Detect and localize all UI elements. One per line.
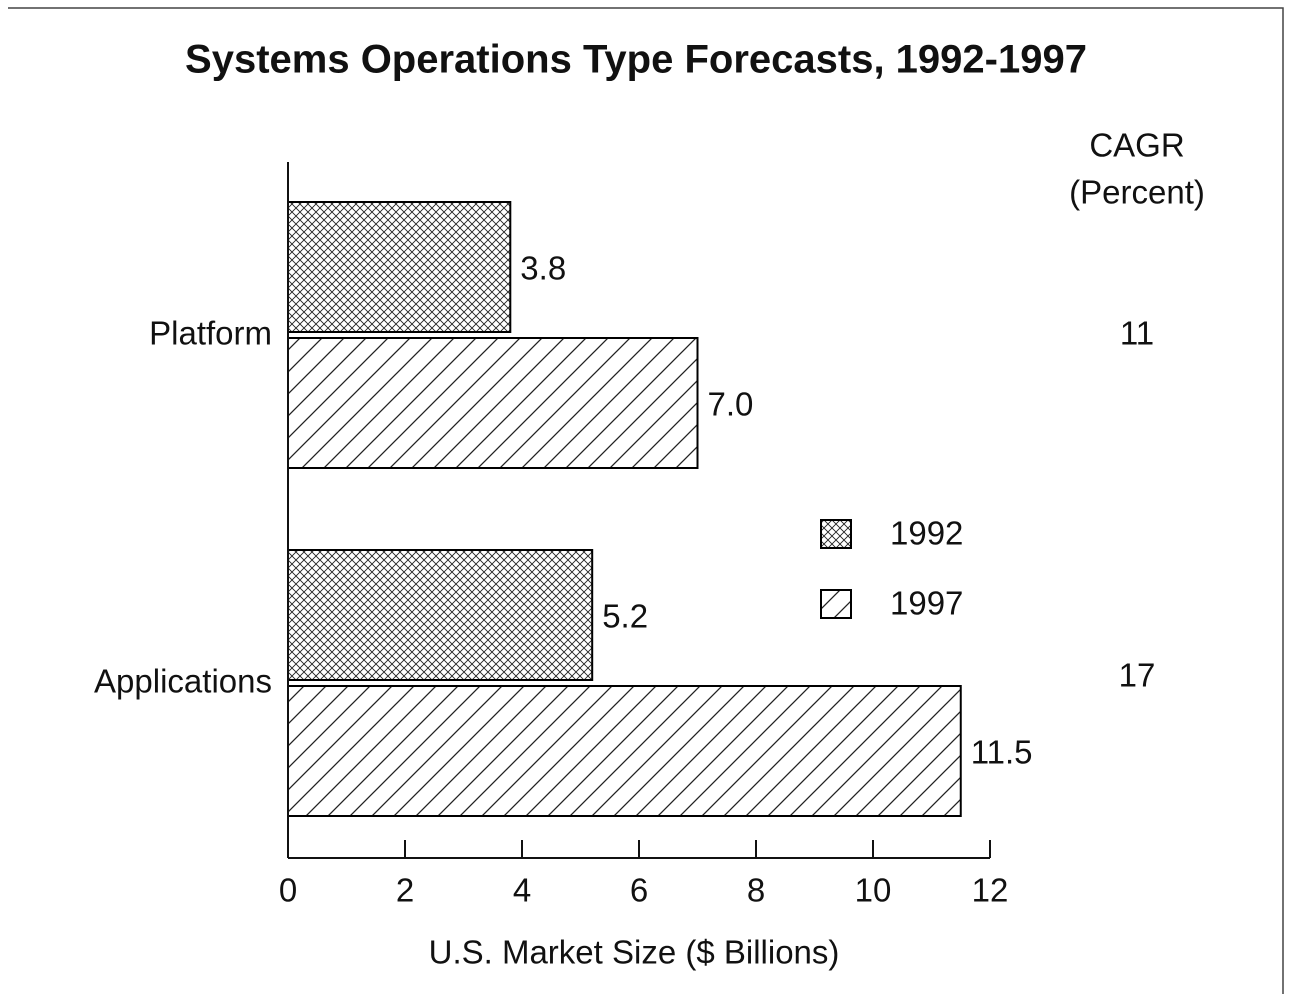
data-label: 5.2 — [602, 598, 648, 635]
x-tick-label: 0 — [279, 872, 297, 909]
x-tick-label: 8 — [747, 872, 765, 909]
x-tick-label: 6 — [630, 872, 648, 909]
legend-swatch — [820, 589, 852, 619]
x-tick-label: 10 — [855, 872, 892, 909]
cagr-header: CAGR — [1089, 127, 1184, 164]
cagr-value: 11 — [1120, 315, 1154, 352]
frame — [8, 7, 1284, 994]
legend-label: 1992 — [890, 515, 963, 552]
chart-title: Systems Operations Type Forecasts, 1992-… — [185, 38, 1087, 82]
x-tick-label: 2 — [396, 872, 414, 909]
legend-swatch — [820, 519, 852, 549]
y-tick-label: Platform — [149, 315, 272, 352]
bar — [287, 201, 512, 333]
bar — [287, 549, 594, 681]
data-label: 7.0 — [708, 386, 754, 423]
x-axis-label: U.S. Market Size ($ Billions) — [429, 934, 840, 971]
data-label: 11.5 — [971, 734, 1033, 771]
cagr-header: (Percent) — [1069, 174, 1205, 211]
bar — [287, 337, 699, 469]
y-tick-label: Applications — [94, 663, 272, 700]
data-label: 3.8 — [520, 250, 566, 287]
cagr-value: 17 — [1119, 657, 1156, 694]
x-tick-label: 4 — [513, 872, 531, 909]
bar — [287, 685, 962, 817]
x-tick-label: 12 — [972, 872, 1009, 909]
legend-label: 1997 — [890, 585, 963, 622]
